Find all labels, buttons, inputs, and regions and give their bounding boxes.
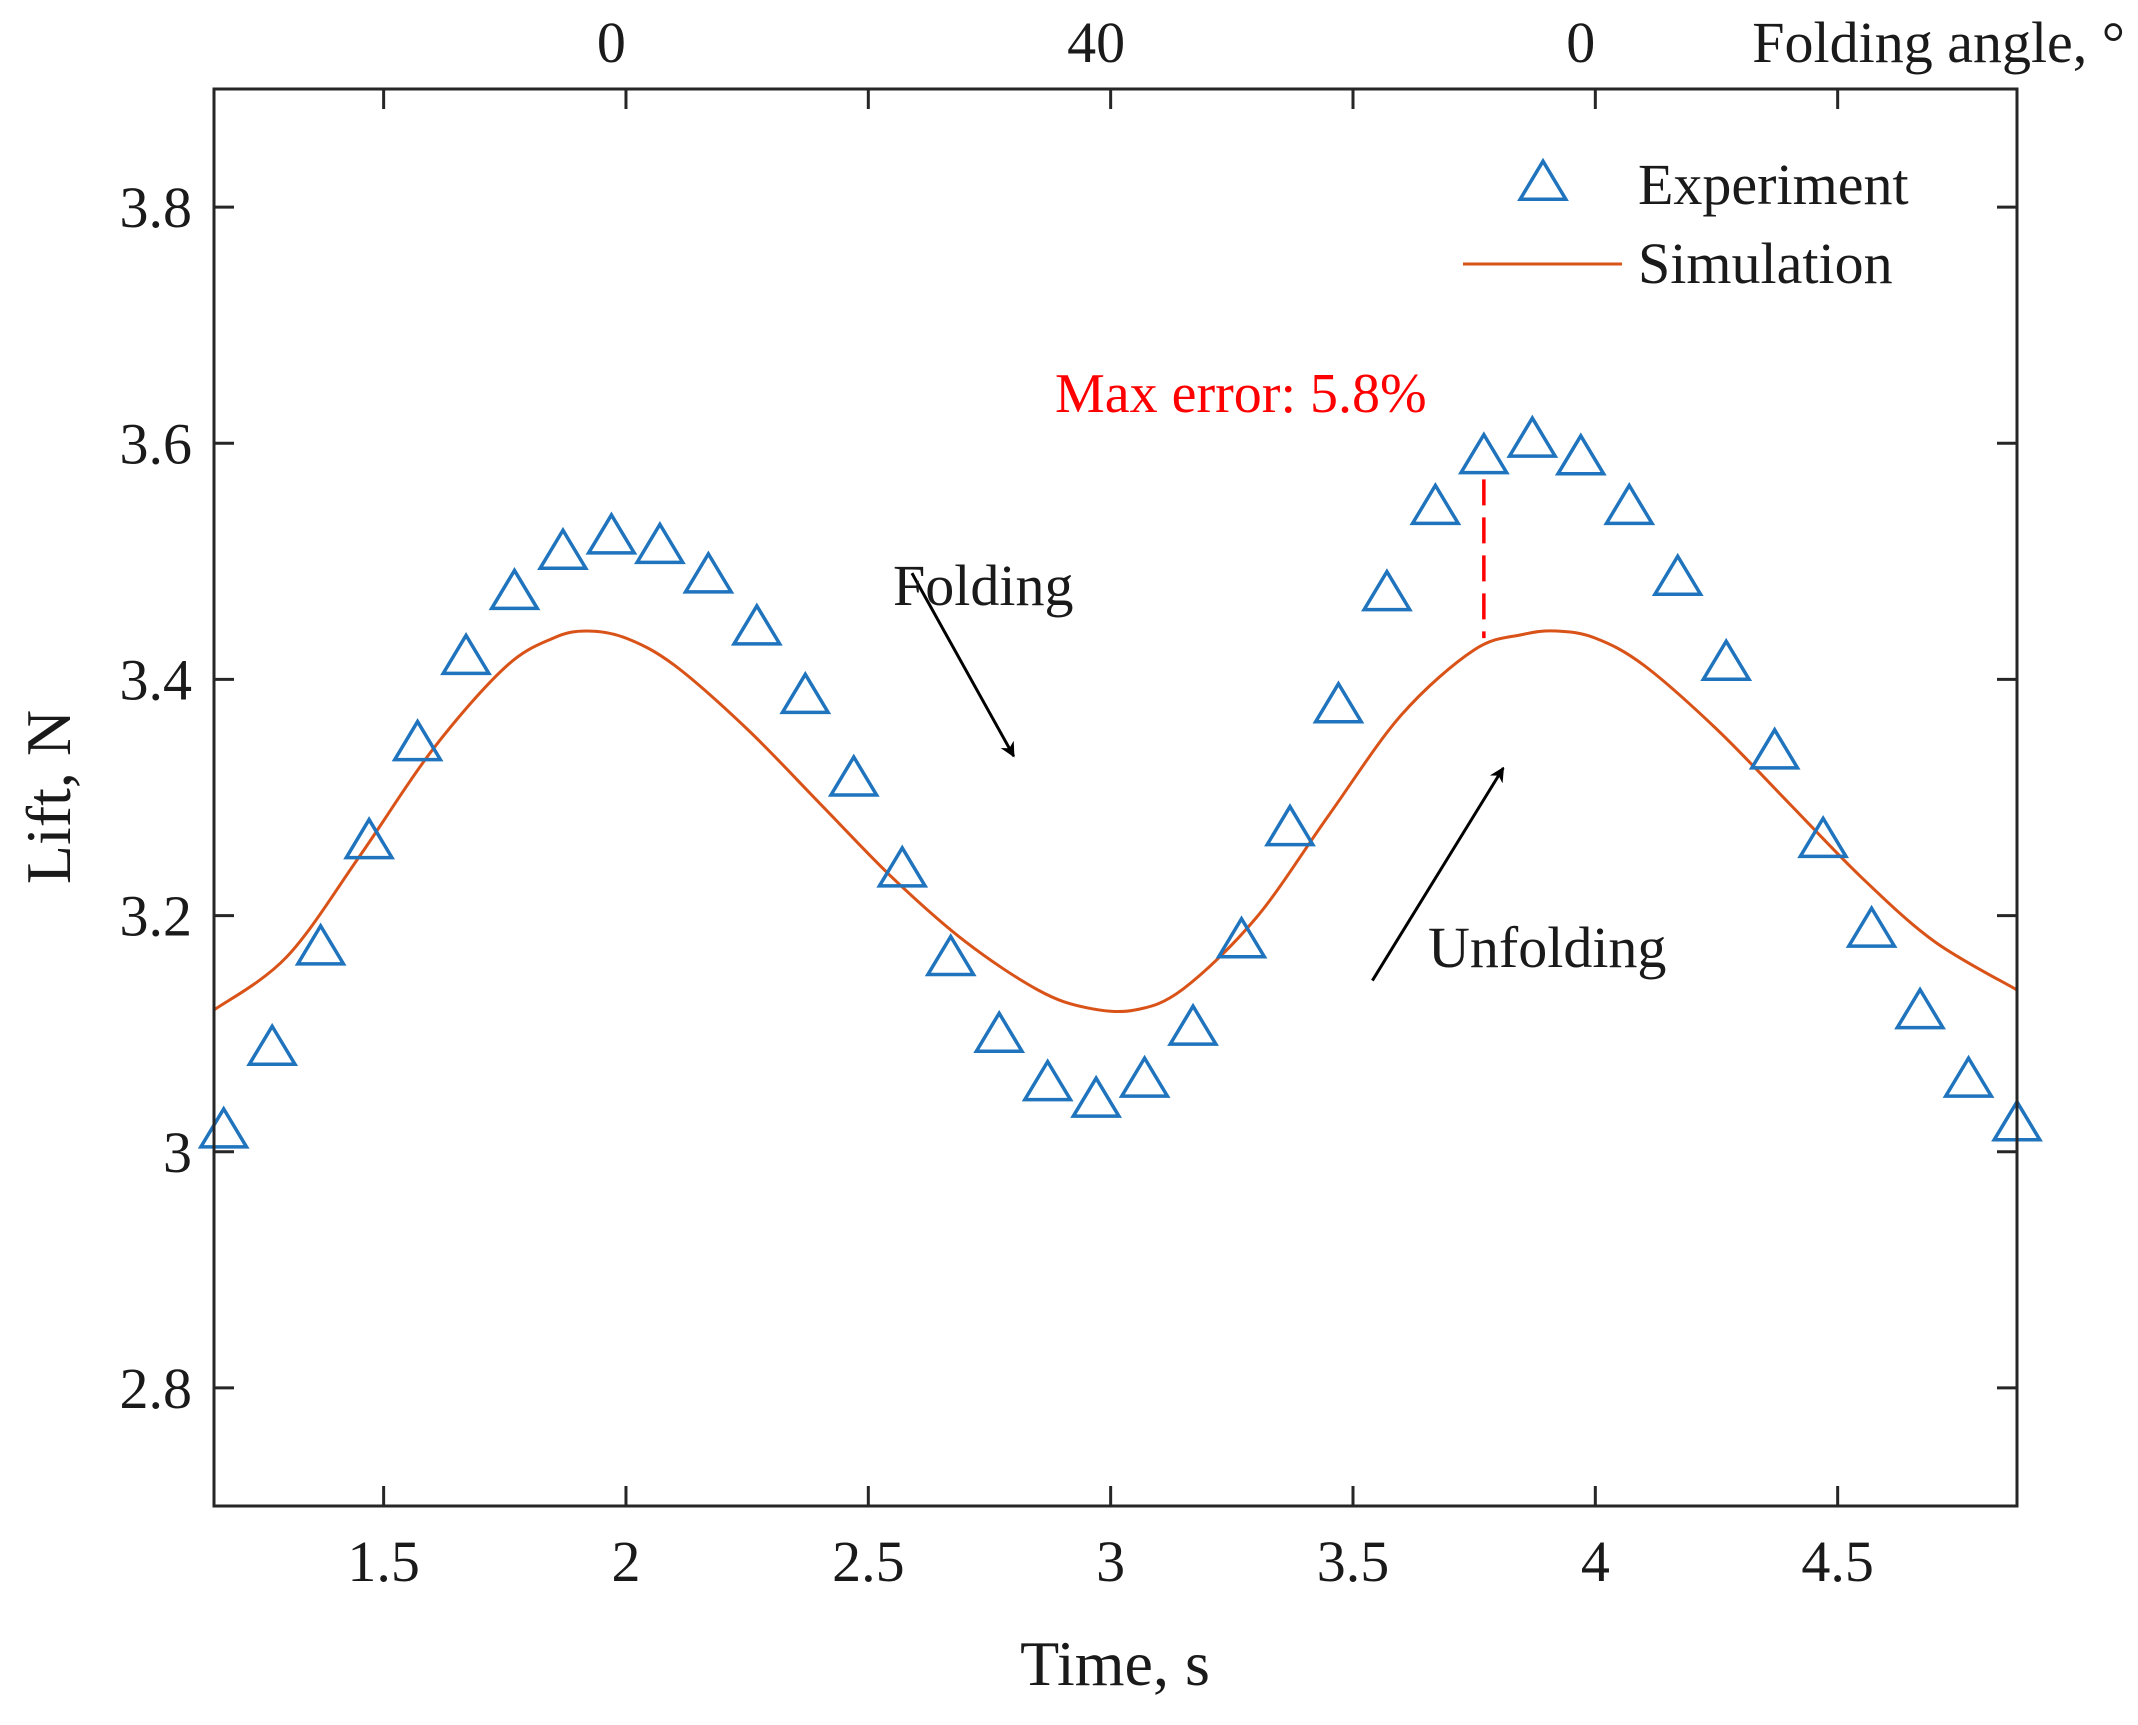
experiment-marker xyxy=(730,602,783,646)
experiment-marker xyxy=(973,1009,1026,1053)
experiment-marker xyxy=(1942,1054,1995,1098)
experiment-marker xyxy=(827,753,880,797)
top-tick-labels: 0 40 0 xyxy=(597,10,1595,75)
simulation-layer xyxy=(213,629,2018,1014)
y-tick-label: 3.2 xyxy=(120,884,193,949)
experiment-marker xyxy=(1894,986,1946,1030)
legend: Experiment Simulation xyxy=(1463,152,1909,296)
experiment-marker xyxy=(1215,915,1268,959)
experiment-marker xyxy=(924,933,977,977)
experiment-marker xyxy=(779,670,832,715)
plot-area-frame xyxy=(212,87,2019,1508)
experiment-marker xyxy=(1118,1054,1171,1098)
experiment-marker xyxy=(343,816,395,860)
unfolding-annotation: Unfolding xyxy=(1428,915,1666,980)
x-tick-label: 2 xyxy=(611,1529,640,1594)
experiment-marker xyxy=(1021,1058,1074,1102)
x-axis-label: Time, s xyxy=(1020,1628,1210,1699)
experiment-marker xyxy=(246,1022,299,1066)
experiment-marker xyxy=(1700,637,1753,682)
experiment-marker xyxy=(1457,431,1510,475)
folding-annotation: Folding xyxy=(893,553,1074,618)
top-tick-label: 0 xyxy=(597,10,626,75)
experiment-marker xyxy=(488,567,541,611)
experiment-marker xyxy=(1264,803,1316,847)
x-tick-label: 4.5 xyxy=(1801,1529,1874,1594)
experiment-marker xyxy=(1409,481,1462,526)
experiment-marker xyxy=(1845,904,1898,948)
annotations-layer xyxy=(910,479,1505,982)
experiment-marker xyxy=(634,520,686,565)
unfolding-arrow xyxy=(1371,766,1505,982)
experiment-marker xyxy=(1312,680,1365,724)
y-axis-label: Lift, N xyxy=(13,710,84,884)
experiment-marker xyxy=(585,511,638,555)
experiment-marker xyxy=(1070,1074,1123,1118)
experiment-marker xyxy=(294,922,347,966)
experiment-marker xyxy=(391,718,444,762)
experiment-marker xyxy=(1603,481,1656,526)
x-tick-label: 4 xyxy=(1581,1529,1610,1594)
top-tick-label: 40 xyxy=(1067,10,1125,75)
simulation-line xyxy=(213,629,2018,1014)
legend-experiment-marker xyxy=(1517,157,1569,201)
y-tick-label: 2.8 xyxy=(120,1356,193,1421)
x-tick-labels: 1.5 2 2.5 3 3.5 4 4.5 xyxy=(347,1529,1874,1594)
tick-marks-layer xyxy=(214,89,2017,1506)
experiment-marker xyxy=(682,550,735,594)
experiment-marker xyxy=(1797,814,1850,859)
experiment-marker xyxy=(1506,414,1559,458)
experiment-marker xyxy=(537,526,589,571)
experiment-marker xyxy=(197,1105,250,1149)
max-error-annotation: Max error: 5.8% xyxy=(1055,363,1427,425)
y-tick-label: 3.4 xyxy=(120,647,193,712)
x-tick-label: 1.5 xyxy=(347,1529,420,1594)
legend-simulation-label: Simulation xyxy=(1638,231,1893,296)
experiment-marker xyxy=(1748,726,1801,770)
top-axis-label: Folding angle, ° xyxy=(1752,10,2125,75)
experiment-marker xyxy=(876,844,929,888)
x-tick-label: 3.5 xyxy=(1317,1529,1390,1594)
x-tick-label: 2.5 xyxy=(832,1529,905,1594)
top-tick-label: 0 xyxy=(1566,10,1595,75)
experiment-layer xyxy=(197,414,2043,1149)
y-tick-labels: 2.8 3 3.2 3.4 3.6 3.8 xyxy=(120,175,193,1421)
folding-arrow xyxy=(910,572,1016,758)
y-tick-label: 3.6 xyxy=(120,411,193,476)
y-tick-label: 3 xyxy=(163,1120,192,1185)
experiment-marker xyxy=(1167,1002,1219,1046)
experiment-marker xyxy=(440,631,492,676)
experiment-marker xyxy=(1554,432,1607,476)
legend-experiment-label: Experiment xyxy=(1638,152,1909,217)
experiment-marker xyxy=(1361,568,1413,612)
x-tick-label: 3 xyxy=(1096,1529,1125,1594)
y-tick-label: 3.8 xyxy=(120,175,193,240)
experiment-marker xyxy=(1651,552,1704,596)
